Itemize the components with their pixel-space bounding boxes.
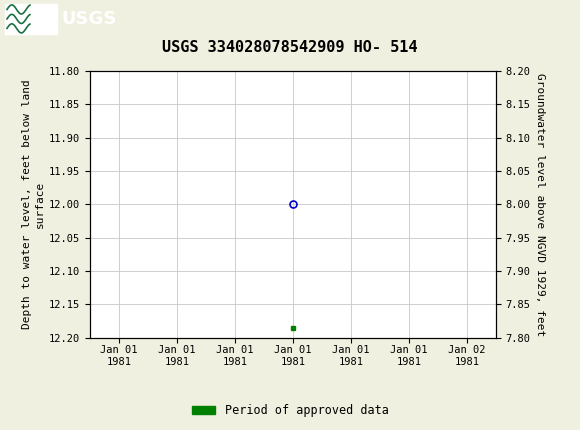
FancyBboxPatch shape (5, 4, 57, 34)
Y-axis label: Depth to water level, feet below land
surface: Depth to water level, feet below land su… (21, 80, 45, 329)
Text: USGS: USGS (61, 10, 117, 28)
Text: USGS 334028078542909 HO- 514: USGS 334028078542909 HO- 514 (162, 40, 418, 55)
Legend: Period of approved data: Period of approved data (187, 399, 393, 422)
Y-axis label: Groundwater level above NGVD 1929, feet: Groundwater level above NGVD 1929, feet (535, 73, 545, 336)
